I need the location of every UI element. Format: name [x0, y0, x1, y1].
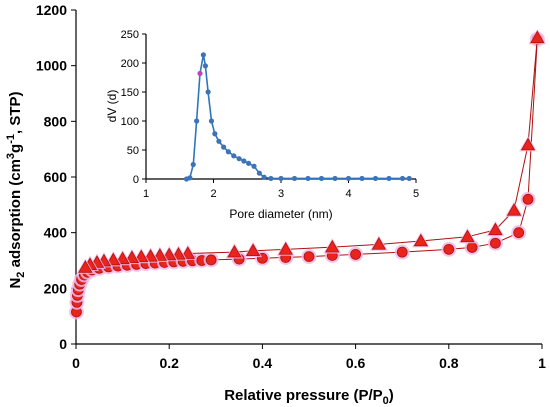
main-x-tick-label: 0 [72, 355, 80, 371]
pore-size-point [208, 118, 215, 124]
pore-size-point [256, 170, 262, 176]
inset-x-tick-label: 5 [413, 188, 419, 200]
desorption-point [106, 252, 121, 266]
adsorption-point [443, 243, 455, 255]
main-x-ticks: 0 0.2 0.4 0.6 0.8 1 [72, 344, 546, 371]
desorption-point [488, 222, 503, 236]
desorption-point [227, 244, 242, 258]
adsorption-point [489, 237, 501, 249]
inset-x-tick-label: 3 [278, 188, 284, 200]
pore-size-point [246, 160, 252, 166]
pore-size-point [359, 175, 365, 182]
desorption-point [134, 249, 149, 263]
pore-size-point [386, 175, 392, 182]
pore-size-point [372, 175, 379, 182]
desorption-point [371, 237, 387, 250]
main-x-tick-label: 0.8 [439, 355, 459, 371]
adsorption-point [466, 242, 478, 253]
pore-size-point [231, 153, 237, 159]
pore-size-point [278, 175, 284, 182]
main-x-tick-label: 1 [538, 355, 546, 371]
main-y-tick-label: 400 [44, 225, 68, 241]
pore-size-point [194, 118, 200, 124]
pore-size-point [187, 175, 193, 181]
pore-size-point [205, 89, 211, 95]
main-x-tick-label: 0.6 [346, 355, 366, 371]
pore-size-point [251, 163, 257, 169]
desorption-point [152, 248, 168, 261]
inset-y-tick-label: 150 [121, 87, 139, 99]
main-y-tick-label: 0 [59, 336, 67, 352]
main-x-tick-label: 0.4 [253, 355, 273, 371]
desorption-point [460, 229, 475, 243]
main-y-tick-label: 1000 [36, 58, 67, 74]
inset-y-tick-label: 250 [121, 29, 139, 41]
inset-series [183, 52, 412, 182]
inset-y-tick-label: 0 [133, 174, 139, 186]
main-series [68, 28, 547, 320]
desorption-point [530, 30, 545, 44]
adsorption-point [513, 227, 525, 239]
pore-size-point [197, 70, 203, 77]
adsorption-point [350, 248, 362, 260]
pore-size-point [221, 144, 227, 150]
main-y-ticks: 0 200 400 600 800 1000 1200 [36, 2, 76, 352]
desorption-point [520, 137, 536, 151]
pore-size-point [200, 52, 206, 58]
adsorption-point [205, 254, 217, 266]
inset-y-axis-title: dV (d) [105, 90, 119, 123]
adsorption-point [522, 193, 534, 205]
inset-x-tick-label: 2 [210, 188, 216, 200]
desorption-point [413, 233, 429, 247]
inset-y-tick-label: 200 [121, 58, 139, 70]
main-y-tick-label: 200 [44, 280, 68, 296]
main-x-tick-label: 0.2 [159, 355, 179, 371]
pore-size-point [318, 175, 325, 182]
pore-size-point [332, 175, 338, 182]
inset-x-ticks: 1 2 3 4 5 [143, 179, 419, 200]
pore-size-point [202, 63, 208, 69]
inset-x-tick-label: 1 [143, 188, 149, 200]
desorption-point [245, 243, 261, 257]
inset-chart: 0 50 100 150 200 250 1 2 3 4 5 Pore diameter (nm)… [105, 29, 419, 221]
pore-size-point [399, 175, 406, 182]
desorption-point [325, 239, 340, 253]
desorption-point [180, 246, 196, 259]
pore-size-point [345, 175, 352, 182]
desorption-point [278, 242, 293, 255]
main-y-tick-label: 800 [44, 113, 68, 129]
inset-y-ticks: 0 50 100 150 200 250 [121, 29, 146, 186]
pore-size-point [305, 175, 311, 182]
pore-size-point [225, 149, 231, 155]
inset-x-tick-label: 4 [345, 188, 351, 200]
pore-size-point [291, 175, 298, 182]
main-y-axis-title: N2 adsorption (cm3g-1, STP) [5, 91, 27, 288]
pore-size-point [268, 175, 274, 182]
pore-size-point [216, 138, 222, 144]
adsorption-point [396, 246, 408, 258]
inset-y-tick-label: 100 [121, 116, 139, 128]
pore-size-point [406, 175, 412, 182]
main-x-axis-title: Relative pressure (P/P0) [224, 387, 394, 407]
main-y-tick-label: 600 [44, 169, 68, 185]
desorption-point [506, 203, 522, 216]
inset-background [146, 34, 416, 179]
pore-size-point [241, 158, 247, 164]
desorption-point [124, 250, 140, 263]
pore-size-point [190, 161, 196, 168]
desorption-point [78, 260, 93, 273]
desorption-point [115, 251, 130, 265]
inset-y-tick-label: 50 [127, 145, 139, 157]
pore-size-point [261, 174, 267, 180]
pore-size-point [212, 131, 218, 137]
main-y-tick-label: 1200 [36, 2, 67, 18]
adsorption-point [303, 251, 315, 263]
inset-x-axis-title: Pore diameter (nm) [229, 207, 332, 221]
pore-size-point [236, 156, 242, 162]
